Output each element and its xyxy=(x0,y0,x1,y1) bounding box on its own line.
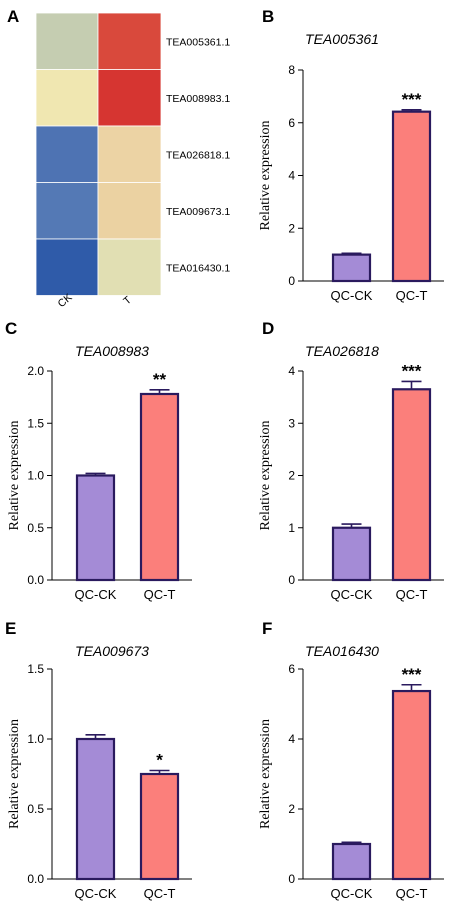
heatmap-row-label: TEA016430.1 xyxy=(166,262,230,274)
x-category-label: QC-CK xyxy=(331,288,373,303)
y-tick-label: 0 xyxy=(288,573,295,587)
y-axis-label: Relative expression xyxy=(258,120,273,230)
bar-qc-ck xyxy=(331,842,372,881)
bar-qc-t xyxy=(139,772,180,881)
y-tick-label: 8 xyxy=(288,63,295,77)
y-tick-label: 0.0 xyxy=(27,573,44,587)
significance-marker: *** xyxy=(402,361,422,380)
heatmap-cell xyxy=(35,12,99,70)
heatmap-row-label: TEA009673.1 xyxy=(166,206,230,218)
bar-qc-t xyxy=(391,388,432,582)
heatmap-cell xyxy=(35,69,99,127)
heatmap-cell xyxy=(97,69,162,127)
bar-qc-ck xyxy=(75,474,116,582)
y-tick-label: 2.0 xyxy=(27,364,44,378)
heatmap-row-label: TEA008983.1 xyxy=(166,93,230,105)
heatmap-cell xyxy=(97,125,162,183)
y-tick-label: 2 xyxy=(288,221,295,235)
bar-chart-panel-b: B TEA005361 0 2 4 6 8 Relative expression QC-CK Q… xyxy=(258,7,444,303)
significance-marker: *** xyxy=(402,90,422,109)
y-tick-label: 1.5 xyxy=(27,416,44,430)
y-tick-label: 1.0 xyxy=(27,732,44,746)
panel-label-e: E xyxy=(5,619,16,638)
heatmap-panel-a: A TEA005361.1 TEA008983.1 TEA026818.1 TEA009… xyxy=(7,7,230,310)
y-tick-label: 6 xyxy=(288,662,295,676)
bar-chart-panel-c: C TEA008983 0.0 0.5 1.0 1.5 2.0 Relative expres… xyxy=(5,319,192,602)
x-category-label: QC-T xyxy=(396,587,428,602)
x-category-label: QC-CK xyxy=(331,886,373,901)
y-axis-label: Relative expression xyxy=(7,719,22,829)
y-tick-label: 1.0 xyxy=(27,469,44,483)
x-category-label: QC-T xyxy=(396,288,428,303)
heatmap-cell xyxy=(35,238,99,296)
bar-qc-ck xyxy=(331,253,372,283)
heatmap-row-label: TEA005361.1 xyxy=(166,36,230,48)
chart-title: TEA016430 xyxy=(305,643,379,659)
chart-title: TEA009673 xyxy=(75,643,149,659)
y-tick-label: 0 xyxy=(288,274,295,288)
y-tick-label: 0.5 xyxy=(27,802,44,816)
chart-title: TEA026818 xyxy=(305,343,379,359)
bar-qc-ck xyxy=(331,526,372,582)
y-axis-label: Relative expression xyxy=(258,719,273,829)
y-tick-label: 2 xyxy=(288,469,295,483)
y-tick-label: 0.0 xyxy=(27,872,44,886)
y-tick-label: 0 xyxy=(288,872,295,886)
panel-label-c: C xyxy=(5,319,17,338)
x-category-label: QC-CK xyxy=(75,886,117,901)
panel-label-b: B xyxy=(262,7,274,26)
chart-title: TEA005361 xyxy=(305,31,379,47)
y-tick-label: 1.5 xyxy=(27,662,44,676)
bar-chart-panel-f: F TEA016430 0 2 4 6 Relative expression QC-CK QC… xyxy=(258,619,444,901)
y-tick-label: 3 xyxy=(288,416,295,430)
significance-marker: *** xyxy=(402,665,422,684)
heatmap-cell xyxy=(97,182,162,240)
heatmap-row-label: TEA026818.1 xyxy=(166,149,230,161)
y-tick-label: 4 xyxy=(288,169,295,183)
heatmap-cell xyxy=(97,238,162,296)
y-tick-label: 4 xyxy=(288,732,295,746)
heatmap-cell xyxy=(35,125,99,183)
chart-title: TEA008983 xyxy=(75,343,149,359)
y-tick-label: 4 xyxy=(288,364,295,378)
x-category-label: QC-T xyxy=(144,587,176,602)
panel-label-a: A xyxy=(7,7,19,26)
x-category-label: QC-T xyxy=(144,886,176,901)
panel-label-f: F xyxy=(262,619,272,638)
x-category-label: QC-CK xyxy=(331,587,373,602)
bar-qc-ck xyxy=(75,737,116,881)
y-tick-label: 2 xyxy=(288,802,295,816)
heatmap-cell xyxy=(35,182,99,240)
y-tick-label: 0.5 xyxy=(27,521,44,535)
bar-qc-t xyxy=(391,110,432,283)
significance-marker: * xyxy=(156,751,163,770)
y-axis-label: Relative expression xyxy=(7,420,22,530)
bar-qc-t xyxy=(139,392,180,582)
bar-chart-panel-e: E TEA009673 0.0 0.5 1.0 1.5 Relative expressio… xyxy=(5,619,192,901)
x-category-label: QC-CK xyxy=(75,587,117,602)
panel-label-d: D xyxy=(262,319,274,338)
y-tick-label: 6 xyxy=(288,116,295,130)
bar-qc-t xyxy=(391,689,432,881)
bar-chart-panel-d: D TEA026818 0 1 2 3 4 Relative expression QC-CK Q… xyxy=(258,319,444,602)
heatmap-cell xyxy=(97,12,162,70)
x-category-label: QC-T xyxy=(396,886,428,901)
y-tick-label: 1 xyxy=(288,521,295,535)
y-axis-label: Relative expression xyxy=(258,420,273,530)
significance-marker: ** xyxy=(153,370,167,389)
